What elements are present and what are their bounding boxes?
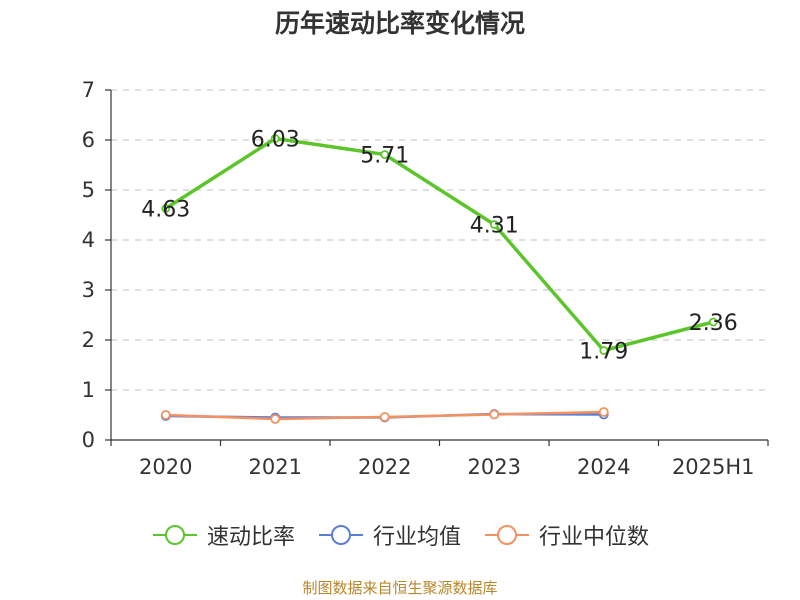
data-point <box>708 317 718 327</box>
data-point <box>598 407 609 417</box>
y-tick-label: 2 <box>82 328 95 352</box>
y-tick-label: 6 <box>82 128 95 152</box>
chart-title: 历年速动比率变化情况 <box>274 9 525 38</box>
legend-label: 行业中位数 <box>539 525 650 550</box>
x-tick-label: 2020 <box>139 455 192 479</box>
y-tick-label: 4 <box>82 228 95 252</box>
x-tick-label: 2022 <box>358 455 411 479</box>
data-label: 1.79 <box>579 340 628 365</box>
legend-marker-icon <box>152 525 197 545</box>
x-tick-label: 2024 <box>577 455 630 479</box>
legend-item-quick-ratio[interactable]: 速动比率 <box>151 519 295 551</box>
data-label: 2.36 <box>689 311 738 336</box>
y-tick-label: 5 <box>82 178 95 202</box>
source-note: 制图数据来自恒生聚源数据库 <box>302 579 498 597</box>
data-point <box>270 414 281 424</box>
data-point <box>599 346 609 355</box>
legend-marker-icon <box>485 525 529 545</box>
y-tick-label: 7 <box>82 78 95 102</box>
data-point <box>161 204 171 213</box>
legend-label: 行业均值 <box>372 525 461 550</box>
x-tick-label: 2021 <box>249 455 302 479</box>
y-tick-label: 1 <box>82 378 95 402</box>
data-point <box>379 412 390 422</box>
data-label: 4.31 <box>470 214 519 239</box>
legend-marker-icon <box>318 525 363 545</box>
data-point <box>270 134 280 143</box>
data-point <box>160 410 171 420</box>
data-label: 6.03 <box>251 128 300 153</box>
y-tick-label: 3 <box>82 278 95 302</box>
data-point <box>380 150 390 159</box>
legend-item-industry-mean[interactable]: 行业均值 <box>317 519 461 551</box>
x-tick-label: 2025H1 <box>672 455 755 479</box>
data-point <box>489 220 499 229</box>
legend-item-industry-median[interactable]: 行业中位数 <box>483 519 649 551</box>
data-label: 4.63 <box>141 198 190 223</box>
legend: 速动比率 行业均值 行业中位数 <box>0 519 800 551</box>
legend-label: 速动比率 <box>206 525 295 550</box>
series-line-0 <box>164 136 714 353</box>
x-tick-label: 2023 <box>468 455 521 479</box>
data-point <box>489 409 500 420</box>
data-label: 5.71 <box>360 144 409 169</box>
y-tick-label: 0 <box>82 428 95 452</box>
